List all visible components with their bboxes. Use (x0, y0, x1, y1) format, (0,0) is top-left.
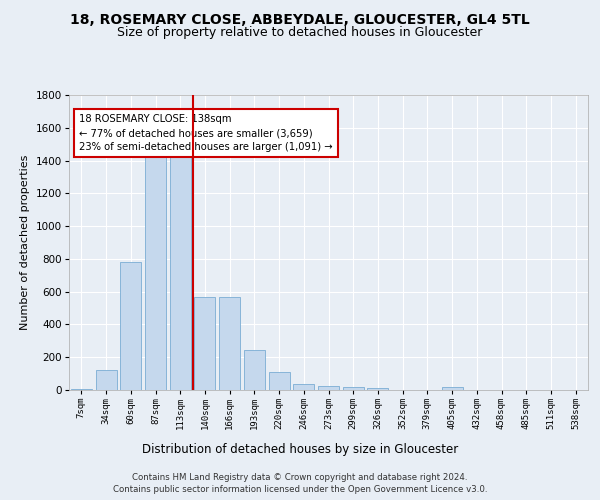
Bar (145, 152, 166, 390)
Bar (120, 262, 141, 390)
Text: 18, ROSEMARY CLOSE, ABBEYDALE, GLOUCESTER, GL4 5TL: 18, ROSEMARY CLOSE, ABBEYDALE, GLOUCESTE… (70, 12, 530, 26)
Bar (170, 152, 191, 390)
Bar (318, 386, 339, 390)
Text: 18 ROSEMARY CLOSE: 138sqm
← 77% of detached houses are smaller (3,659)
23% of se: 18 ROSEMARY CLOSE: 138sqm ← 77% of detac… (79, 114, 333, 152)
Bar (244, 350, 265, 390)
Bar (442, 386, 463, 390)
Text: Contains public sector information licensed under the Open Government Licence v3: Contains public sector information licen… (113, 485, 487, 494)
Bar (194, 296, 215, 390)
Text: Size of property relative to detached houses in Gloucester: Size of property relative to detached ho… (118, 26, 482, 39)
Y-axis label: Number of detached properties: Number of detached properties (20, 155, 30, 330)
Text: Distribution of detached houses by size in Gloucester: Distribution of detached houses by size … (142, 442, 458, 456)
Text: Contains HM Land Registry data © Crown copyright and database right 2024.: Contains HM Land Registry data © Crown c… (132, 472, 468, 482)
Bar (293, 384, 314, 390)
Bar (95, 370, 116, 390)
Bar (367, 388, 388, 390)
Bar (71, 389, 92, 390)
Bar (343, 386, 364, 390)
Bar (219, 297, 240, 390)
Bar (269, 372, 290, 390)
